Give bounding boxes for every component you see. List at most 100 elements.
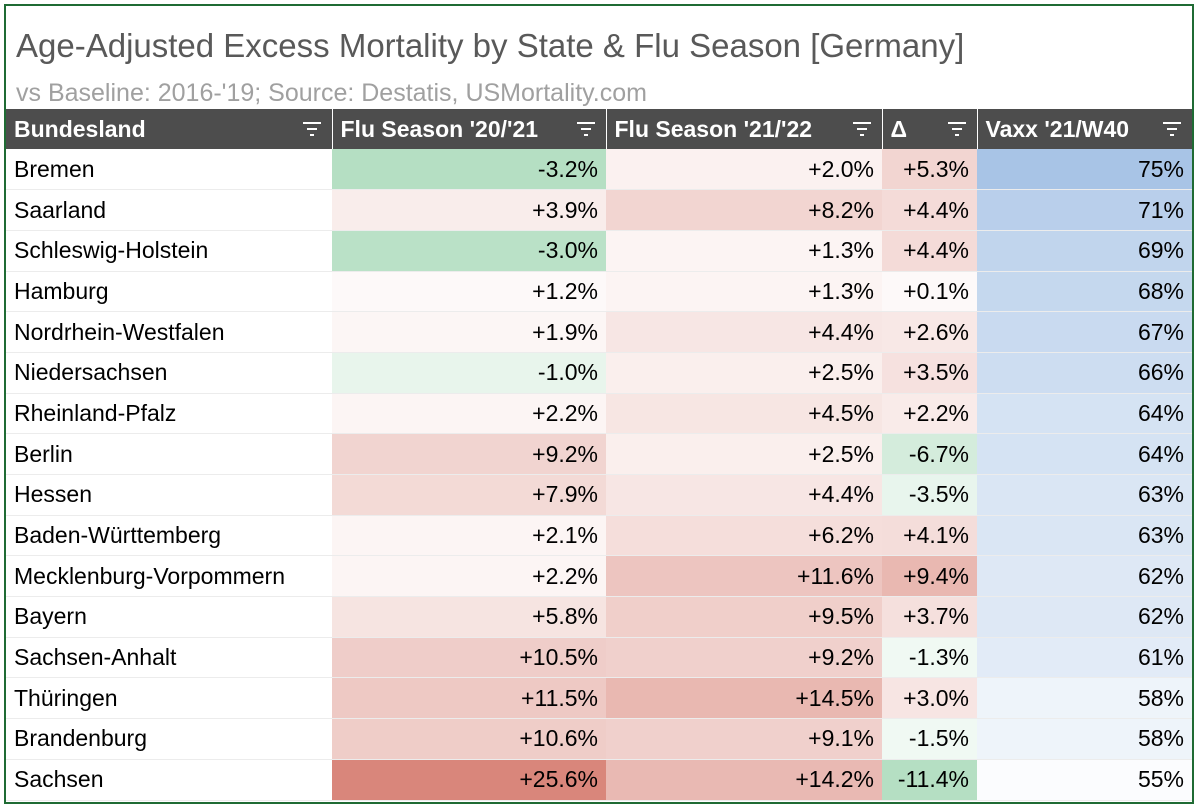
vaxx-cell: 62%	[977, 596, 1192, 638]
state-cell: Berlin	[6, 433, 332, 475]
state-cell: Hamburg	[6, 271, 332, 313]
state-cell: Sachsen	[6, 759, 332, 801]
flu-season-20-21-cell: +2.1%	[332, 515, 606, 557]
state-cell: Bremen	[6, 149, 332, 191]
flu-season-20-21-cell: -3.0%	[332, 230, 606, 272]
flu-season-20-21-cell: -1.0%	[332, 352, 606, 394]
vaxx-cell: 63%	[977, 515, 1192, 557]
column-header-label: Flu Season '21/'22	[614, 116, 813, 143]
table-row: Hamburg +1.2% +1.3% +0.1% 68%	[6, 271, 1192, 313]
table-row: Schleswig-Holstein -3.0% +1.3% +4.4% 69%	[6, 230, 1192, 272]
column-header-vaxx[interactable]: Vaxx '21/W40	[977, 109, 1192, 149]
flu-season-20-21-cell: +3.9%	[332, 189, 606, 231]
table-row: Berlin +9.2% +2.5% -6.7% 64%	[6, 433, 1192, 475]
flu-season-21-22-cell: +2.5%	[606, 433, 882, 475]
flu-season-21-22-cell: +2.0%	[606, 149, 882, 191]
state-cell: Bayern	[6, 596, 332, 638]
delta-cell: +3.0%	[882, 677, 977, 720]
delta-cell: +3.5%	[882, 352, 977, 394]
delta-cell: +4.1%	[882, 515, 977, 557]
flu-season-21-22-cell: +9.1%	[606, 718, 882, 760]
table-row: Hessen +7.9% +4.4% -3.5% 63%	[6, 474, 1192, 516]
vaxx-cell: 62%	[977, 555, 1192, 598]
flu-season-21-22-cell: +9.5%	[606, 596, 882, 638]
state-cell: Hessen	[6, 474, 332, 516]
vaxx-cell: 69%	[977, 230, 1192, 272]
table-row: Brandenburg +10.6% +9.1% -1.5% 58%	[6, 718, 1192, 760]
table-row: Rheinland-Pfalz +2.2% +4.5% +2.2% 64%	[6, 393, 1192, 435]
column-header-label: Bundesland	[14, 116, 146, 143]
filter-icon[interactable]	[302, 121, 322, 137]
vaxx-cell: 64%	[977, 393, 1192, 435]
flu-season-20-21-cell: -3.2%	[332, 149, 606, 191]
flu-season-21-22-cell: +11.6%	[606, 555, 882, 598]
table-row: Sachsen +25.6% +14.2% -11.4% 55%	[6, 759, 1192, 801]
filter-icon[interactable]	[1162, 121, 1182, 137]
delta-cell: -1.5%	[882, 718, 977, 760]
flu-season-20-21-cell: +2.2%	[332, 393, 606, 435]
column-header-label: Vaxx '21/W40	[985, 116, 1130, 143]
table-row: Sachsen-Anhalt +10.5% +9.2% -1.3% 61%	[6, 637, 1192, 679]
state-cell: Niedersachsen	[6, 352, 332, 394]
vaxx-cell: 63%	[977, 474, 1192, 516]
flu-season-21-22-cell: +4.4%	[606, 311, 882, 353]
vaxx-cell: 58%	[977, 677, 1192, 720]
filter-icon[interactable]	[576, 121, 596, 137]
flu-season-20-21-cell: +9.2%	[332, 433, 606, 475]
column-header-flu-season-21-22[interactable]: Flu Season '21/'22	[606, 109, 883, 149]
column-header-bundesland[interactable]: Bundesland	[6, 109, 333, 149]
delta-cell: +9.4%	[882, 555, 977, 598]
state-cell: Rheinland-Pfalz	[6, 393, 332, 435]
flu-season-21-22-cell: +14.2%	[606, 759, 882, 801]
state-cell: Brandenburg	[6, 718, 332, 760]
table-row: Bayern +5.8% +9.5% +3.7% 62%	[6, 596, 1192, 638]
vaxx-cell: 71%	[977, 189, 1192, 231]
flu-season-20-21-cell: +10.6%	[332, 718, 606, 760]
table-row: Nordrhein-Westfalen +1.9% +4.4% +2.6% 67%	[6, 311, 1192, 353]
flu-season-21-22-cell: +2.5%	[606, 352, 882, 394]
delta-cell: +5.3%	[882, 149, 977, 191]
delta-cell: -11.4%	[882, 759, 977, 801]
table-row: Baden-Württemberg +2.1% +6.2% +4.1% 63%	[6, 515, 1192, 557]
flu-season-20-21-cell: +25.6%	[332, 759, 606, 801]
column-header-delta[interactable]: Δ	[882, 109, 978, 149]
delta-cell: +4.4%	[882, 230, 977, 272]
flu-season-21-22-cell: +6.2%	[606, 515, 882, 557]
flu-season-21-22-cell: +4.4%	[606, 474, 882, 516]
table-body: Bremen -3.2% +2.0% +5.3% 75% Saarland +3.9% +8.…	[6, 149, 1192, 801]
flu-season-20-21-cell: +11.5%	[332, 677, 606, 720]
column-header-flu-season-20-21[interactable]: Flu Season '20/'21	[332, 109, 607, 149]
delta-cell: +2.2%	[882, 393, 977, 435]
delta-cell: +4.4%	[882, 189, 977, 231]
delta-cell: +0.1%	[882, 271, 977, 313]
excess-mortality-table: Bundesland Flu Season '20/'21 Flu Season…	[6, 109, 1192, 801]
table-row: Saarland +3.9% +8.2% +4.4% 71%	[6, 189, 1192, 231]
chart-title: Age-Adjusted Excess Mortality by State &…	[16, 27, 965, 64]
flu-season-21-22-cell: +1.3%	[606, 271, 882, 313]
flu-season-21-22-cell: +8.2%	[606, 189, 882, 231]
vaxx-cell: 55%	[977, 759, 1192, 801]
flu-season-21-22-cell: +9.2%	[606, 637, 882, 679]
table-row: Mecklenburg-Vorpommern +2.2% +11.6% +9.4% 62…	[6, 555, 1192, 598]
flu-season-20-21-cell: +1.9%	[332, 311, 606, 353]
state-cell: Schleswig-Holstein	[6, 230, 332, 272]
column-header-label: Δ	[890, 116, 908, 143]
state-cell: Sachsen-Anhalt	[6, 637, 332, 679]
flu-season-21-22-cell: +4.5%	[606, 393, 882, 435]
delta-cell: +3.7%	[882, 596, 977, 638]
filter-icon[interactable]	[852, 121, 872, 137]
state-cell: Mecklenburg-Vorpommern	[6, 555, 332, 598]
filter-icon[interactable]	[947, 121, 967, 137]
state-cell: Thüringen	[6, 677, 332, 720]
flu-season-20-21-cell: +10.5%	[332, 637, 606, 679]
table-row: Bremen -3.2% +2.0% +5.3% 75%	[6, 149, 1192, 191]
header-row: Bundesland Flu Season '20/'21 Flu Season…	[6, 109, 1192, 149]
delta-cell: -1.3%	[882, 637, 977, 679]
vaxx-cell: 66%	[977, 352, 1192, 394]
table-row: Niedersachsen -1.0% +2.5% +3.5% 66%	[6, 352, 1192, 394]
vaxx-cell: 64%	[977, 433, 1192, 475]
vaxx-cell: 75%	[977, 149, 1192, 191]
flu-season-20-21-cell: +1.2%	[332, 271, 606, 313]
delta-cell: -3.5%	[882, 474, 977, 516]
vaxx-cell: 61%	[977, 637, 1192, 679]
